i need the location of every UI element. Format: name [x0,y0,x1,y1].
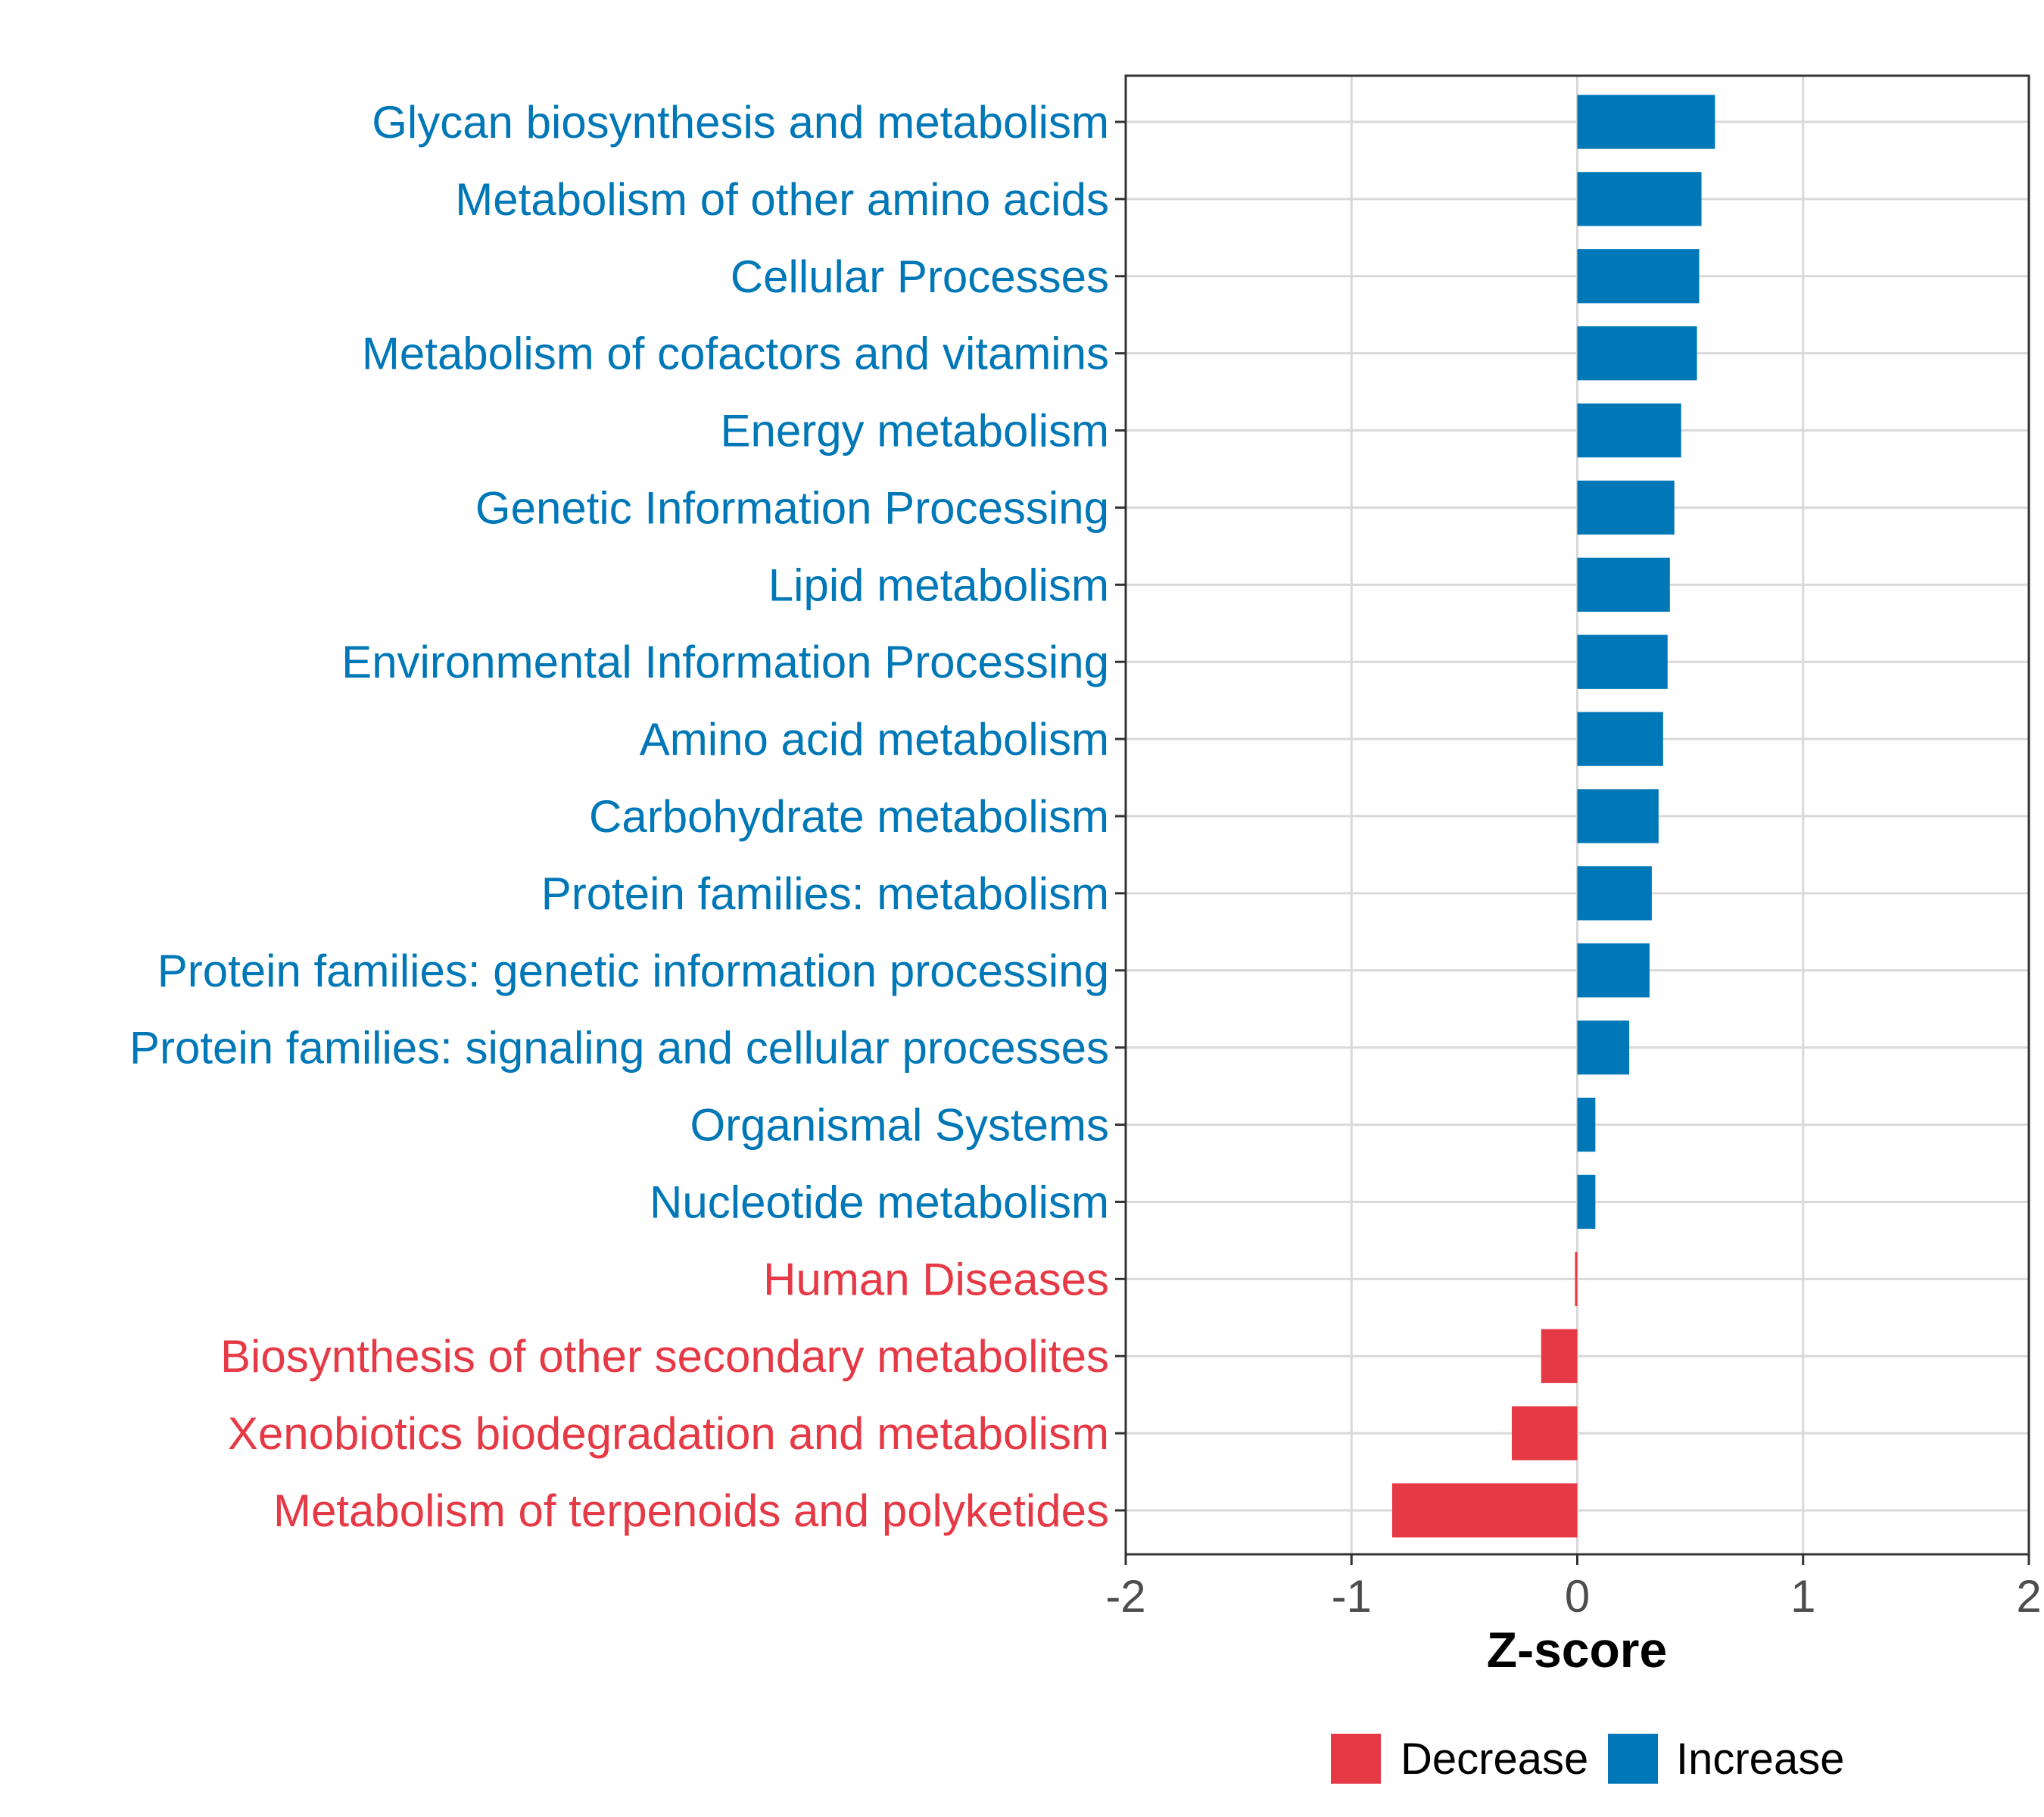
x-tick-label: 2 [2016,1571,2041,1622]
legend-label: Decrease [1401,1734,1588,1784]
bar [1391,1483,1578,1538]
category-label: Human Diseases [763,1254,1109,1304]
bar [1577,943,1650,998]
category-label: Lipid metabolism [768,559,1109,610]
x-tick-label: -1 [1332,1571,1372,1622]
bar [1577,789,1659,843]
legend: Decrease Increase [1331,1734,1844,1784]
bar [1577,326,1697,381]
bar [1541,1329,1578,1383]
legend-swatch [1608,1734,1658,1784]
bar [1577,1097,1596,1152]
bar [1577,249,1700,304]
category-label: Environmental Information Processing [341,637,1109,687]
bar [1577,712,1663,766]
category-label: Protein families: signaling and cellular… [129,1023,1109,1074]
category-label: Nucleotide metabolism [650,1177,1109,1227]
bar [1512,1406,1578,1460]
bar [1577,557,1670,612]
x-axis-ticks: -2 -1 0 1 2 [1105,1554,2042,1622]
bar [1577,866,1652,921]
bar [1577,1021,1630,1075]
category-label: Xenobiotics biodegradation and metabolis… [228,1408,1109,1459]
category-label: Metabolism of other amino acids [455,174,1109,225]
x-tick-label: 1 [1790,1571,1815,1622]
bar [1577,95,1715,149]
bar [1575,1251,1578,1306]
bar [1577,1174,1596,1230]
category-label: Cellular Processes [731,251,1109,302]
category-label: Glycan biosynthesis and metabolism [372,97,1109,148]
x-tick-label: -2 [1105,1571,1145,1622]
category-label: Amino acid metabolism [640,714,1109,765]
category-label: Carbohydrate metabolism [589,791,1109,842]
category-label: Energy metabolism [720,406,1109,457]
x-axis-title: Z-score [1487,1622,1667,1678]
category-label: Protein families: genetic information pr… [157,946,1109,996]
x-tick-label: 0 [1565,1571,1590,1622]
category-label: Metabolism of terpenoids and polyketides [273,1485,1109,1536]
legend-swatch [1331,1734,1381,1784]
category-label: Metabolism of cofactors and vitamins [362,329,1109,379]
bar [1577,480,1675,535]
category-label: Genetic Information Processing [475,482,1109,533]
legend-label: Increase [1676,1734,1844,1784]
category-label: Protein families: metabolism [541,868,1109,919]
category-label: Organismal Systems [690,1100,1109,1151]
bars [1391,95,1715,1538]
bar [1577,634,1668,689]
y-axis-ticks [1115,120,1126,1512]
category-label: Biosynthesis of other secondary metaboli… [220,1331,1109,1382]
bar [1577,172,1702,226]
bar [1577,403,1681,458]
category-labels: Glycan biosynthesis and metabolism Metabo… [129,97,1109,1536]
